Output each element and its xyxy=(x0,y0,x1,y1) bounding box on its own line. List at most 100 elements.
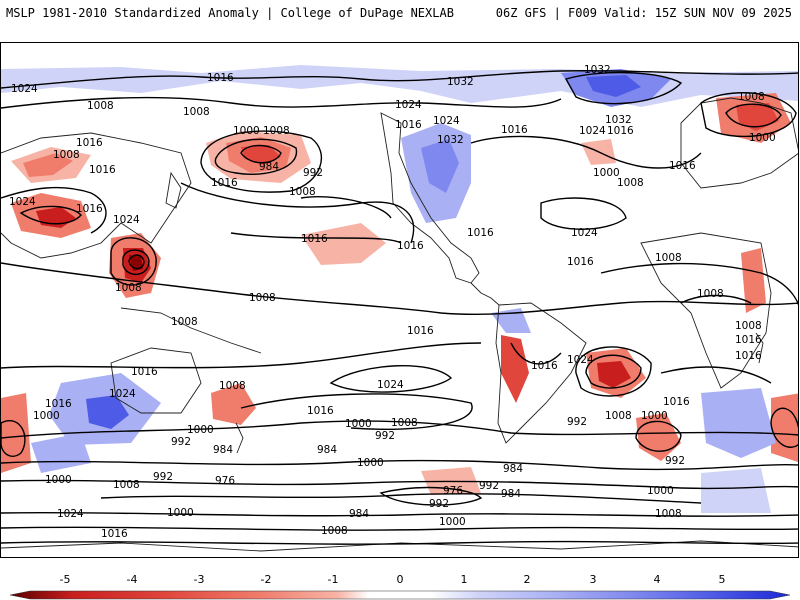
isobar-1000-antarctic xyxy=(1,511,798,517)
isobar-label: 1000 xyxy=(233,125,260,137)
isobar-label: 1008 xyxy=(219,380,246,392)
colorbar xyxy=(0,560,800,600)
coast-indonesia xyxy=(120,307,262,354)
isobar-label: 1024 xyxy=(109,388,136,400)
negative-anomaly-east-asia-core xyxy=(23,153,73,177)
negative-anomaly-sa-core xyxy=(597,361,631,388)
isobar-label: 1016 xyxy=(45,398,72,410)
isobar-label: 992 xyxy=(567,416,587,428)
isobar-label: 1016 xyxy=(607,125,634,137)
map-panel: 1024 1016 1008 1008 1032 1032 1024 1016 … xyxy=(0,42,799,558)
isobar-1000-typhoon xyxy=(122,249,150,275)
isobar-1008-africa xyxy=(680,294,752,304)
isobar-label: 984 xyxy=(501,488,521,500)
colorbar-tick: -3 xyxy=(193,573,205,586)
isobar-1032-greenland xyxy=(564,71,683,105)
isobar-992-so xyxy=(1,479,798,490)
isobar-1024-arctic xyxy=(1,69,798,89)
isobar-1000-so xyxy=(1,459,798,471)
isobar-label: 1024 xyxy=(579,125,606,137)
isobar-label: 1016 xyxy=(76,137,103,149)
isobar-1000-np-low xyxy=(214,138,298,175)
isobar-label: 1008 xyxy=(617,177,644,189)
isobar-label: 1032 xyxy=(437,134,464,146)
isobar-label: 984 xyxy=(317,444,337,456)
isobar-1008-typhoon xyxy=(110,237,157,286)
isobar-label: 1024 xyxy=(57,508,84,520)
isobar-984-so xyxy=(100,493,702,504)
coast-europe xyxy=(680,97,798,189)
isobar-label: 1008 xyxy=(697,288,724,300)
isobar-label: 976 xyxy=(443,485,463,497)
negative-anomaly-south-america xyxy=(501,335,529,403)
isobar-1008-antarctic xyxy=(1,526,798,531)
isobar-label: 1024 xyxy=(567,354,594,366)
isobar-1024-atl-high xyxy=(540,197,627,230)
isobar-label: 1008 xyxy=(655,252,682,264)
colorbar-tick: -4 xyxy=(126,573,138,586)
isobar-label: 1008 xyxy=(183,106,210,118)
colorbar-tick: 1 xyxy=(460,573,468,586)
mslp-anomaly-map: 1024 1016 1008 1008 1032 1032 1024 1016 … xyxy=(1,64,798,552)
isobar-label: 992 xyxy=(171,436,191,448)
isobar-label: 1016 xyxy=(395,119,422,131)
isobar-label: 1000 xyxy=(45,474,72,486)
isobar-992-sa-low xyxy=(585,354,642,389)
isobar-label: 992 xyxy=(153,471,173,483)
isobar-1016-sp xyxy=(240,393,473,430)
isobar-labels: 1024 1016 1008 1008 1032 1032 1024 1016 … xyxy=(9,64,776,540)
isobar-label: 1008 xyxy=(655,508,682,520)
isobar-label: 1000 xyxy=(749,132,776,144)
coast-australia xyxy=(110,347,202,414)
isobar-label: 1000 xyxy=(357,457,384,469)
isobar-label: 1016 xyxy=(567,256,594,268)
isobar-label: 1016 xyxy=(131,366,158,378)
isobar-label: 1016 xyxy=(735,350,762,362)
isobar-label: 992 xyxy=(479,480,499,492)
colorbar-tick: 4 xyxy=(653,573,661,586)
isobar-label: 1008 xyxy=(321,525,348,537)
isobar-label: 1024 xyxy=(113,214,140,226)
negative-anomaly-so-west xyxy=(1,393,31,473)
isobar-label: 1032 xyxy=(605,114,632,126)
coast-antarctica xyxy=(1,540,798,552)
isobar-label: 1016 xyxy=(89,164,116,176)
isobar-label: 1024 xyxy=(377,379,404,391)
isobar-label: 1024 xyxy=(11,83,38,95)
isobar-label: 1008 xyxy=(391,417,418,429)
negative-anomaly-africa xyxy=(741,248,766,313)
isobar-label: 1000 xyxy=(647,485,674,497)
isobar-label: 1016 xyxy=(735,334,762,346)
positive-anomaly-na-core xyxy=(421,139,459,193)
isobar-label: 1016 xyxy=(307,405,334,417)
positive-anomaly-greenland-core xyxy=(586,75,641,97)
isobar-label: 1016 xyxy=(501,124,528,136)
isobar-label: 1008 xyxy=(738,91,765,103)
coast-asia xyxy=(1,132,192,259)
positive-anomaly-sp-sw xyxy=(31,433,91,473)
isobar-1016-sub-s xyxy=(1,342,482,369)
isobar-label: 1008 xyxy=(87,100,114,112)
coast-japan xyxy=(165,171,182,209)
isobar-1016-pacific xyxy=(180,182,415,244)
isobar-label: 1016 xyxy=(663,396,690,408)
isobar-label: 1008 xyxy=(263,125,290,137)
isobar-label: 992 xyxy=(375,430,395,442)
coast-madagascar xyxy=(755,332,764,364)
isobar-label: 984 xyxy=(213,444,233,456)
negative-anomaly-so-east xyxy=(771,393,798,462)
colorbar-ramp xyxy=(9,590,791,600)
isobar-1024-sp-high xyxy=(329,365,453,393)
isobar-1016-arctic xyxy=(1,96,562,109)
isobar-1016-africa xyxy=(600,262,798,307)
isobar-label: 1000 xyxy=(167,507,194,519)
isobar-992-west xyxy=(1,420,26,457)
isobar-984-np-low xyxy=(240,144,282,164)
isobar-label: 1000 xyxy=(33,410,60,422)
colorbar-tick: 0 xyxy=(396,573,404,586)
anomaly-shading xyxy=(1,65,798,513)
isobar-label: 1000 xyxy=(593,167,620,179)
isobar-label: 1008 xyxy=(53,149,80,161)
isobar-1024-asia xyxy=(19,205,82,225)
isobar-label: 1032 xyxy=(447,76,474,88)
